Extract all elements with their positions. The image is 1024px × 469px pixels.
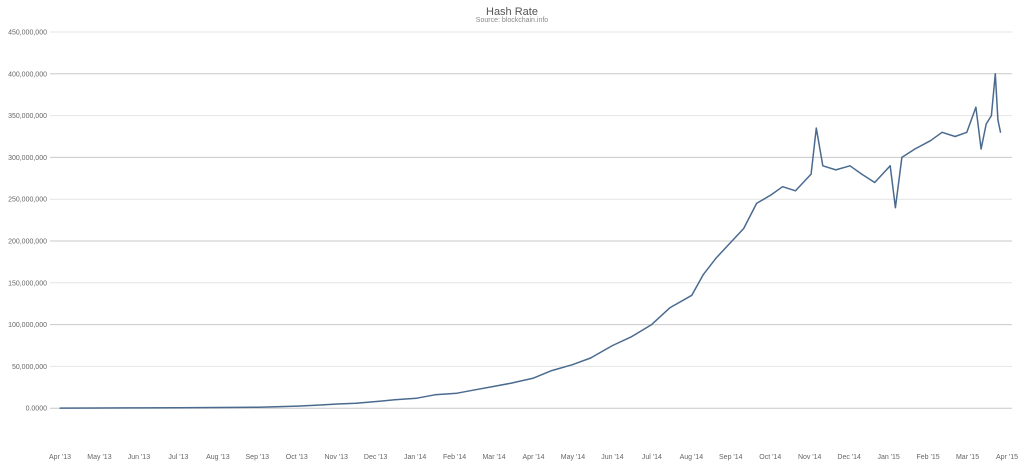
data-point: [889, 165, 891, 167]
data-point: [994, 73, 996, 75]
data-point: [756, 202, 758, 204]
data-point: [874, 181, 876, 184]
data-point: [929, 140, 932, 142]
x-tick-label: Sep '14: [719, 454, 743, 461]
data-point: [715, 257, 718, 259]
data-point: [337, 403, 339, 405]
x-axis-tick-labels: Apr '13 May '13 Jun '13 Jul '13 Aug '13 Sep '…: [49, 454, 1018, 461]
data-point: [630, 336, 632, 338]
y-tick-label: 0.0000: [26, 406, 48, 413]
y-tick-label: 200,000,000: [8, 239, 47, 246]
y-tick-label: 250,000,000: [8, 197, 47, 204]
x-tick-label: Nov '13: [324, 454, 348, 461]
x-tick-label: Mar '15: [956, 454, 979, 461]
y-tick-label: 150,000,000: [8, 280, 47, 287]
data-point: [394, 399, 396, 401]
data-point: [894, 207, 897, 209]
x-tick-label: Jul '13: [168, 454, 188, 461]
data-point: [355, 402, 357, 404]
data-point: [702, 273, 705, 275]
data-point: [510, 382, 512, 384]
data-point: [966, 131, 968, 133]
data-point: [980, 148, 982, 150]
x-tick-label: Apr '13: [49, 454, 71, 461]
x-tick-label: Jun '14: [601, 454, 623, 461]
grid-lines: [50, 31, 1012, 409]
y-axis-tick-labels: 0.0000 50,000,000 100,000,000 150,000,000 20…: [8, 30, 47, 413]
data-point: [590, 357, 592, 359]
data-point: [456, 392, 458, 394]
y-tick-label: 450,000,000: [8, 30, 47, 37]
x-tick-label: Nov '14: [798, 454, 822, 461]
y-tick-label: 400,000,000: [8, 71, 47, 78]
x-tick-label: Apr '14: [523, 454, 545, 461]
y-tick-label: 350,000,000: [8, 113, 47, 120]
data-point: [59, 407, 61, 409]
data-point: [651, 324, 653, 326]
x-tick-label: Jan '14: [404, 454, 426, 461]
data-point: [999, 131, 1002, 133]
data-point: [815, 127, 817, 129]
data-point: [416, 397, 418, 399]
data-point: [782, 186, 784, 188]
y-tick-label: 100,000,000: [8, 322, 47, 329]
data-point: [997, 119, 999, 121]
x-tick-label: May '14: [561, 454, 585, 461]
data-point: [474, 389, 476, 391]
x-tick-label: Sep '13: [246, 454, 270, 461]
data-point: [138, 407, 140, 409]
data-point: [954, 135, 956, 138]
data-point: [849, 165, 851, 167]
data-point: [822, 165, 824, 167]
data-point: [98, 407, 100, 409]
data-point: [901, 156, 903, 158]
data-point: [315, 404, 317, 406]
data-point: [691, 294, 693, 296]
data-point: [990, 115, 993, 117]
x-tick-label: Dec '13: [364, 454, 388, 461]
x-tick-label: Feb '14: [443, 454, 466, 461]
data-point: [612, 344, 614, 347]
x-tick-label: Mar '14: [482, 454, 505, 461]
x-tick-label: May '13: [87, 454, 111, 461]
series-layer: [59, 73, 1002, 409]
data-point: [571, 364, 574, 366]
x-tick-label: Jun '13: [128, 454, 150, 461]
x-tick-label: Feb '15: [917, 454, 940, 461]
x-tick-label: Jan '15: [877, 454, 899, 461]
data-point: [434, 394, 436, 396]
x-tick-label: Aug '13: [206, 454, 230, 461]
data-point: [375, 400, 378, 403]
data-point: [532, 377, 535, 379]
data-point: [669, 307, 671, 309]
x-tick-label: Apr '15: [996, 454, 1018, 461]
data-point: [810, 173, 812, 175]
data-point: [177, 407, 179, 409]
x-tick-label: Dec '14: [837, 454, 861, 461]
data-point: [985, 123, 987, 125]
x-tick-label: Oct '14: [759, 454, 781, 461]
data-point: [296, 405, 298, 407]
data-point: [770, 194, 772, 196]
y-tick-label: 50,000,000: [12, 364, 47, 371]
data-point: [217, 406, 219, 409]
data-point: [743, 227, 745, 230]
x-tick-label: Aug '14: [680, 454, 704, 461]
data-point: [492, 385, 494, 388]
chart-title: Hash Rate: [486, 6, 538, 18]
data-point: [975, 106, 977, 108]
data-point: [941, 131, 943, 133]
data-point: [835, 169, 837, 171]
x-tick-label: Oct '13: [286, 454, 308, 461]
data-point: [257, 406, 260, 408]
data-point: [794, 190, 797, 192]
data-point: [914, 148, 916, 150]
chart-subtitle: Source: blockchain.info: [475, 17, 549, 24]
data-point: [861, 173, 863, 175]
y-tick-label: 300,000,000: [8, 155, 47, 162]
data-point: [731, 240, 733, 242]
data-point: [551, 370, 553, 372]
x-tick-label: Jul '14: [642, 454, 662, 461]
